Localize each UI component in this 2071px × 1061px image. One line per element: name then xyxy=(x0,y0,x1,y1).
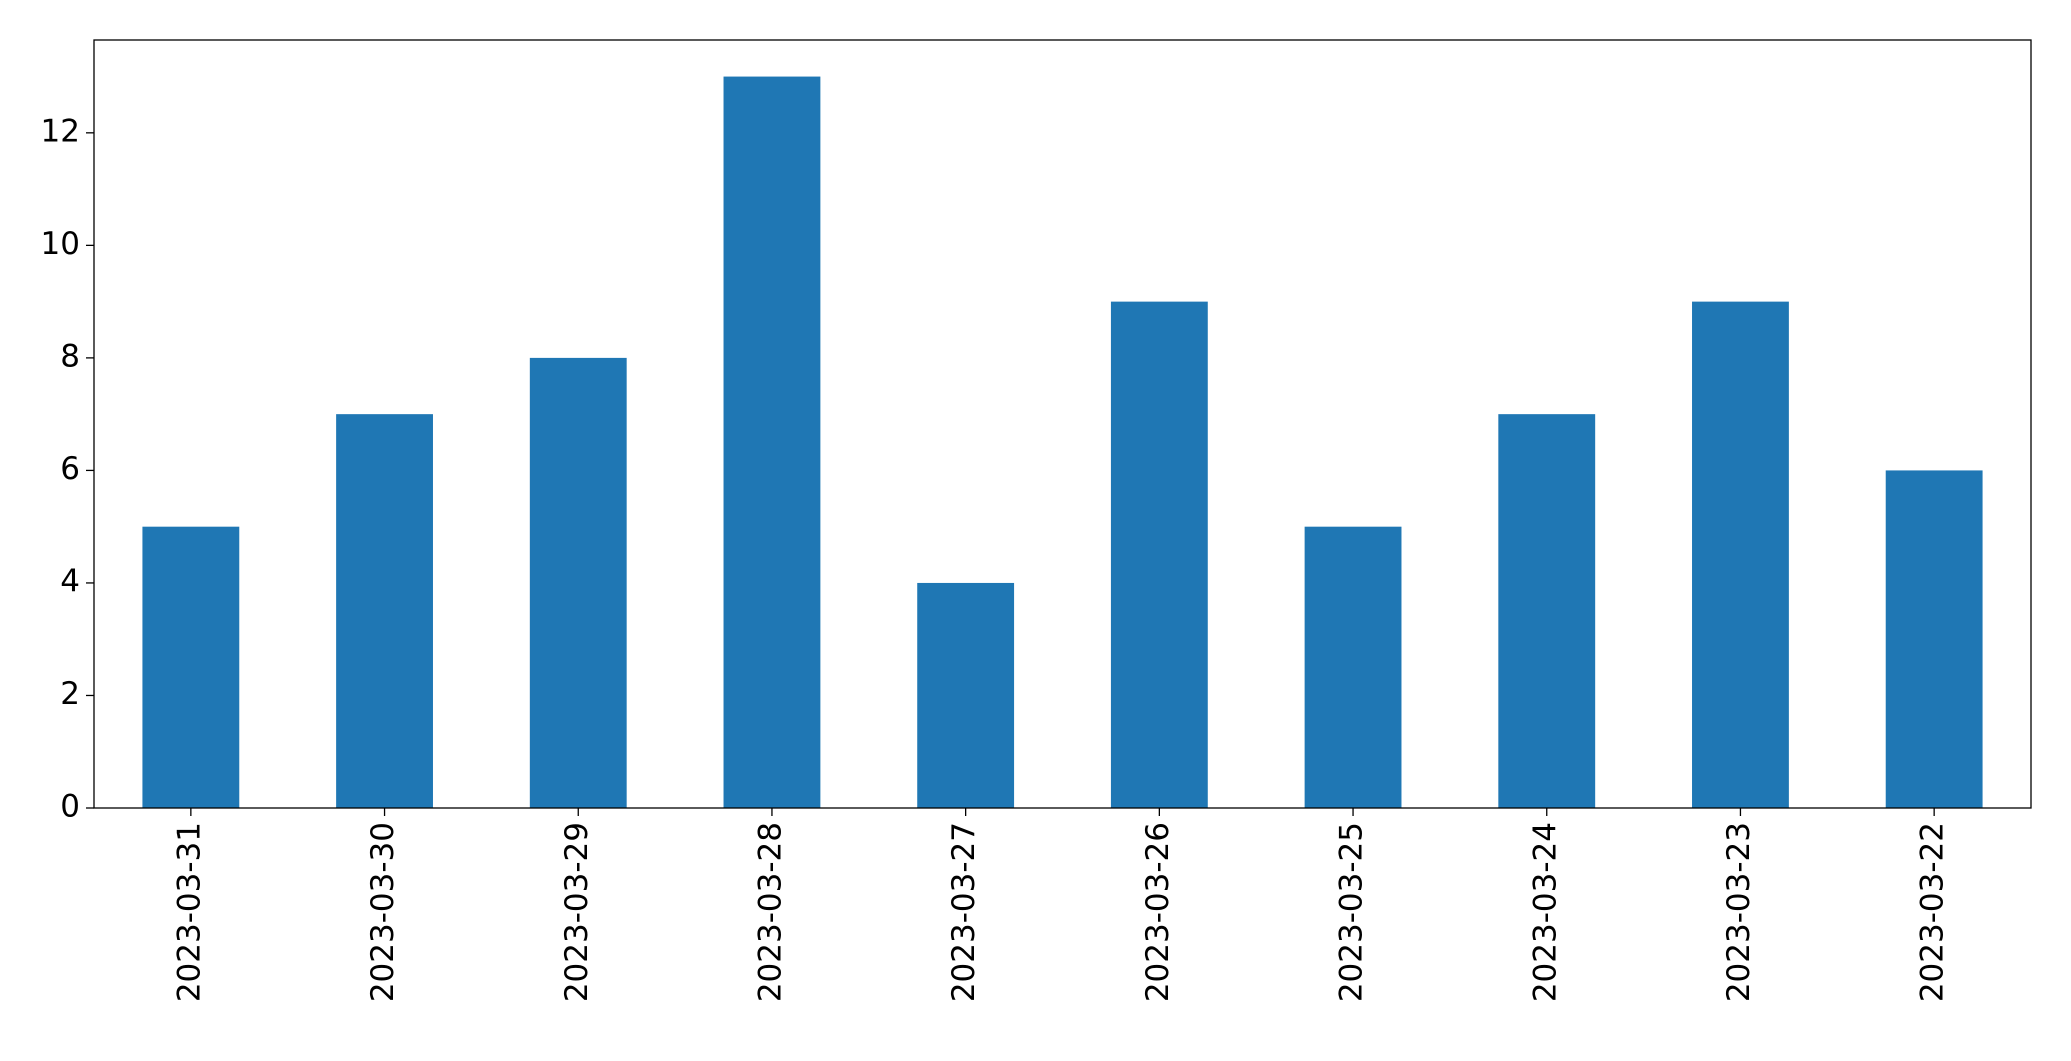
bar xyxy=(1498,414,1596,808)
x-tick-label: 2023-03-29 xyxy=(559,822,595,1002)
bar xyxy=(723,76,821,809)
plot-frame xyxy=(93,39,2032,809)
x-tick-label: 2023-03-22 xyxy=(1915,822,1951,1002)
x-tick-label: 2023-03-30 xyxy=(365,822,401,1002)
x-tick-label: 2023-03-28 xyxy=(752,822,788,1002)
y-tick-label: 4 xyxy=(60,563,80,599)
bar xyxy=(529,357,627,808)
y-tick-label: 6 xyxy=(60,451,80,487)
x-tick-label: 2023-03-25 xyxy=(1334,822,1370,1002)
y-tick-label: 0 xyxy=(60,789,80,825)
x-tick-label: 2023-03-24 xyxy=(1527,822,1563,1002)
bar xyxy=(1304,526,1402,808)
bar xyxy=(336,414,433,808)
x-tick-label: 2023-03-23 xyxy=(1721,822,1757,1002)
x-tick-label: 2023-03-27 xyxy=(946,822,982,1002)
y-tick-label: 10 xyxy=(41,226,80,262)
bar xyxy=(917,582,1015,808)
y-tick-label: 8 xyxy=(60,338,80,374)
x-tick-label: 2023-03-31 xyxy=(171,822,207,1002)
bar xyxy=(1110,301,1208,808)
y-tick-label: 12 xyxy=(41,113,80,149)
y-tick-label: 2 xyxy=(60,676,80,712)
bar xyxy=(142,526,240,808)
bar xyxy=(1692,301,1789,808)
bar xyxy=(1885,470,1983,808)
x-tick-label: 2023-03-26 xyxy=(1140,822,1176,1002)
